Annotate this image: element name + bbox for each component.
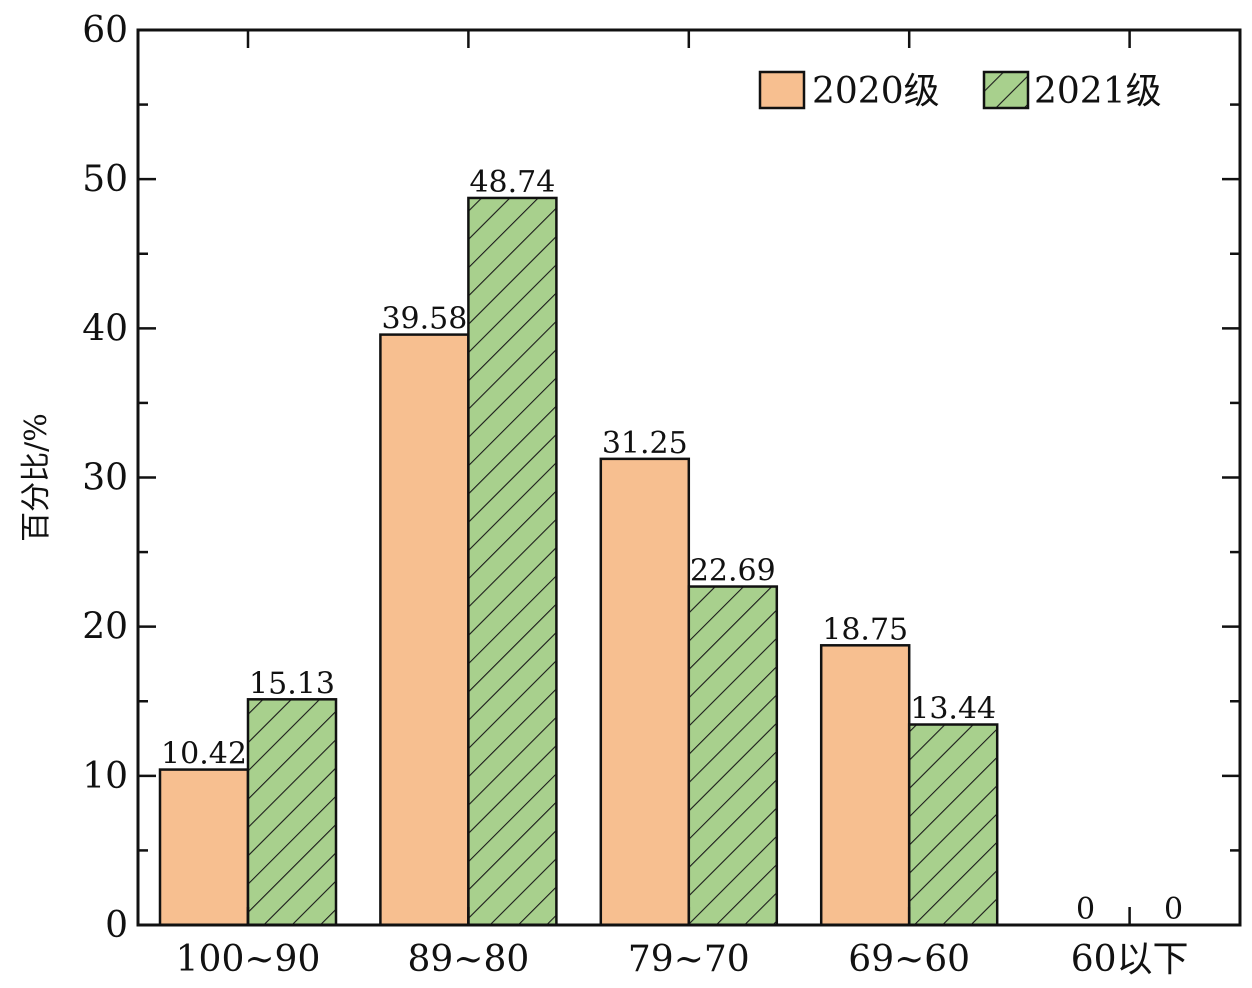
bar-2021级-79~70 <box>687 585 779 927</box>
legend: 2020级 2021级 <box>758 70 1162 112</box>
legend-swatch-2021 <box>982 70 1030 110</box>
data-label: 13.44 <box>910 692 996 727</box>
plot-area: 10.42 39.58 31.25 18.75 0 15.13 48.74 22.69 13.4… <box>158 165 1183 927</box>
bar-2020级-69~60 <box>819 644 911 927</box>
bar-2020级-89~80 <box>379 333 470 927</box>
y-tick-label: 30 <box>82 458 128 499</box>
x-tick-label: 100~90 <box>176 939 321 980</box>
bar-2021级-69~60 <box>907 723 999 927</box>
bar-2021级-100~90 <box>246 698 338 927</box>
data-label: 31.25 <box>602 426 688 461</box>
y-tick-label: 20 <box>82 607 128 648</box>
x-tick-label: 69~60 <box>848 939 970 980</box>
y-tick-label: 10 <box>82 756 128 797</box>
legend-label-2020: 2020级 <box>812 71 940 112</box>
y-axis: 0 10 20 30 40 50 60 <box>82 10 1240 946</box>
y-tick-label: 0 <box>105 905 128 946</box>
y-axis-label: 百分比/% <box>19 413 54 542</box>
bar-2021级-89~80 <box>467 196 558 927</box>
x-axis: 100~90 89~80 79~70 69~60 60以下 <box>176 30 1189 980</box>
y-tick-label: 60 <box>82 10 128 51</box>
data-label: 15.13 <box>249 666 335 701</box>
x-tick-label: 89~80 <box>408 939 530 980</box>
data-label: 48.74 <box>469 165 555 200</box>
legend-swatch-2020 <box>758 70 806 110</box>
y-tick-label: 40 <box>82 308 128 349</box>
x-tick-label: 60以下 <box>1071 939 1189 980</box>
bar-2020级-100~90 <box>158 768 250 927</box>
x-tick-label: 79~70 <box>628 939 750 980</box>
data-label: 10.42 <box>161 737 247 772</box>
data-label: 22.69 <box>690 554 776 589</box>
bar-2020级-79~70 <box>599 457 691 927</box>
y-tick-label: 50 <box>82 159 128 200</box>
data-label: 18.75 <box>822 612 908 647</box>
data-label: 39.58 <box>381 302 467 337</box>
data-label: 0 <box>1164 892 1183 927</box>
data-label: 0 <box>1076 892 1095 927</box>
legend-label-2021: 2021级 <box>1034 71 1162 112</box>
